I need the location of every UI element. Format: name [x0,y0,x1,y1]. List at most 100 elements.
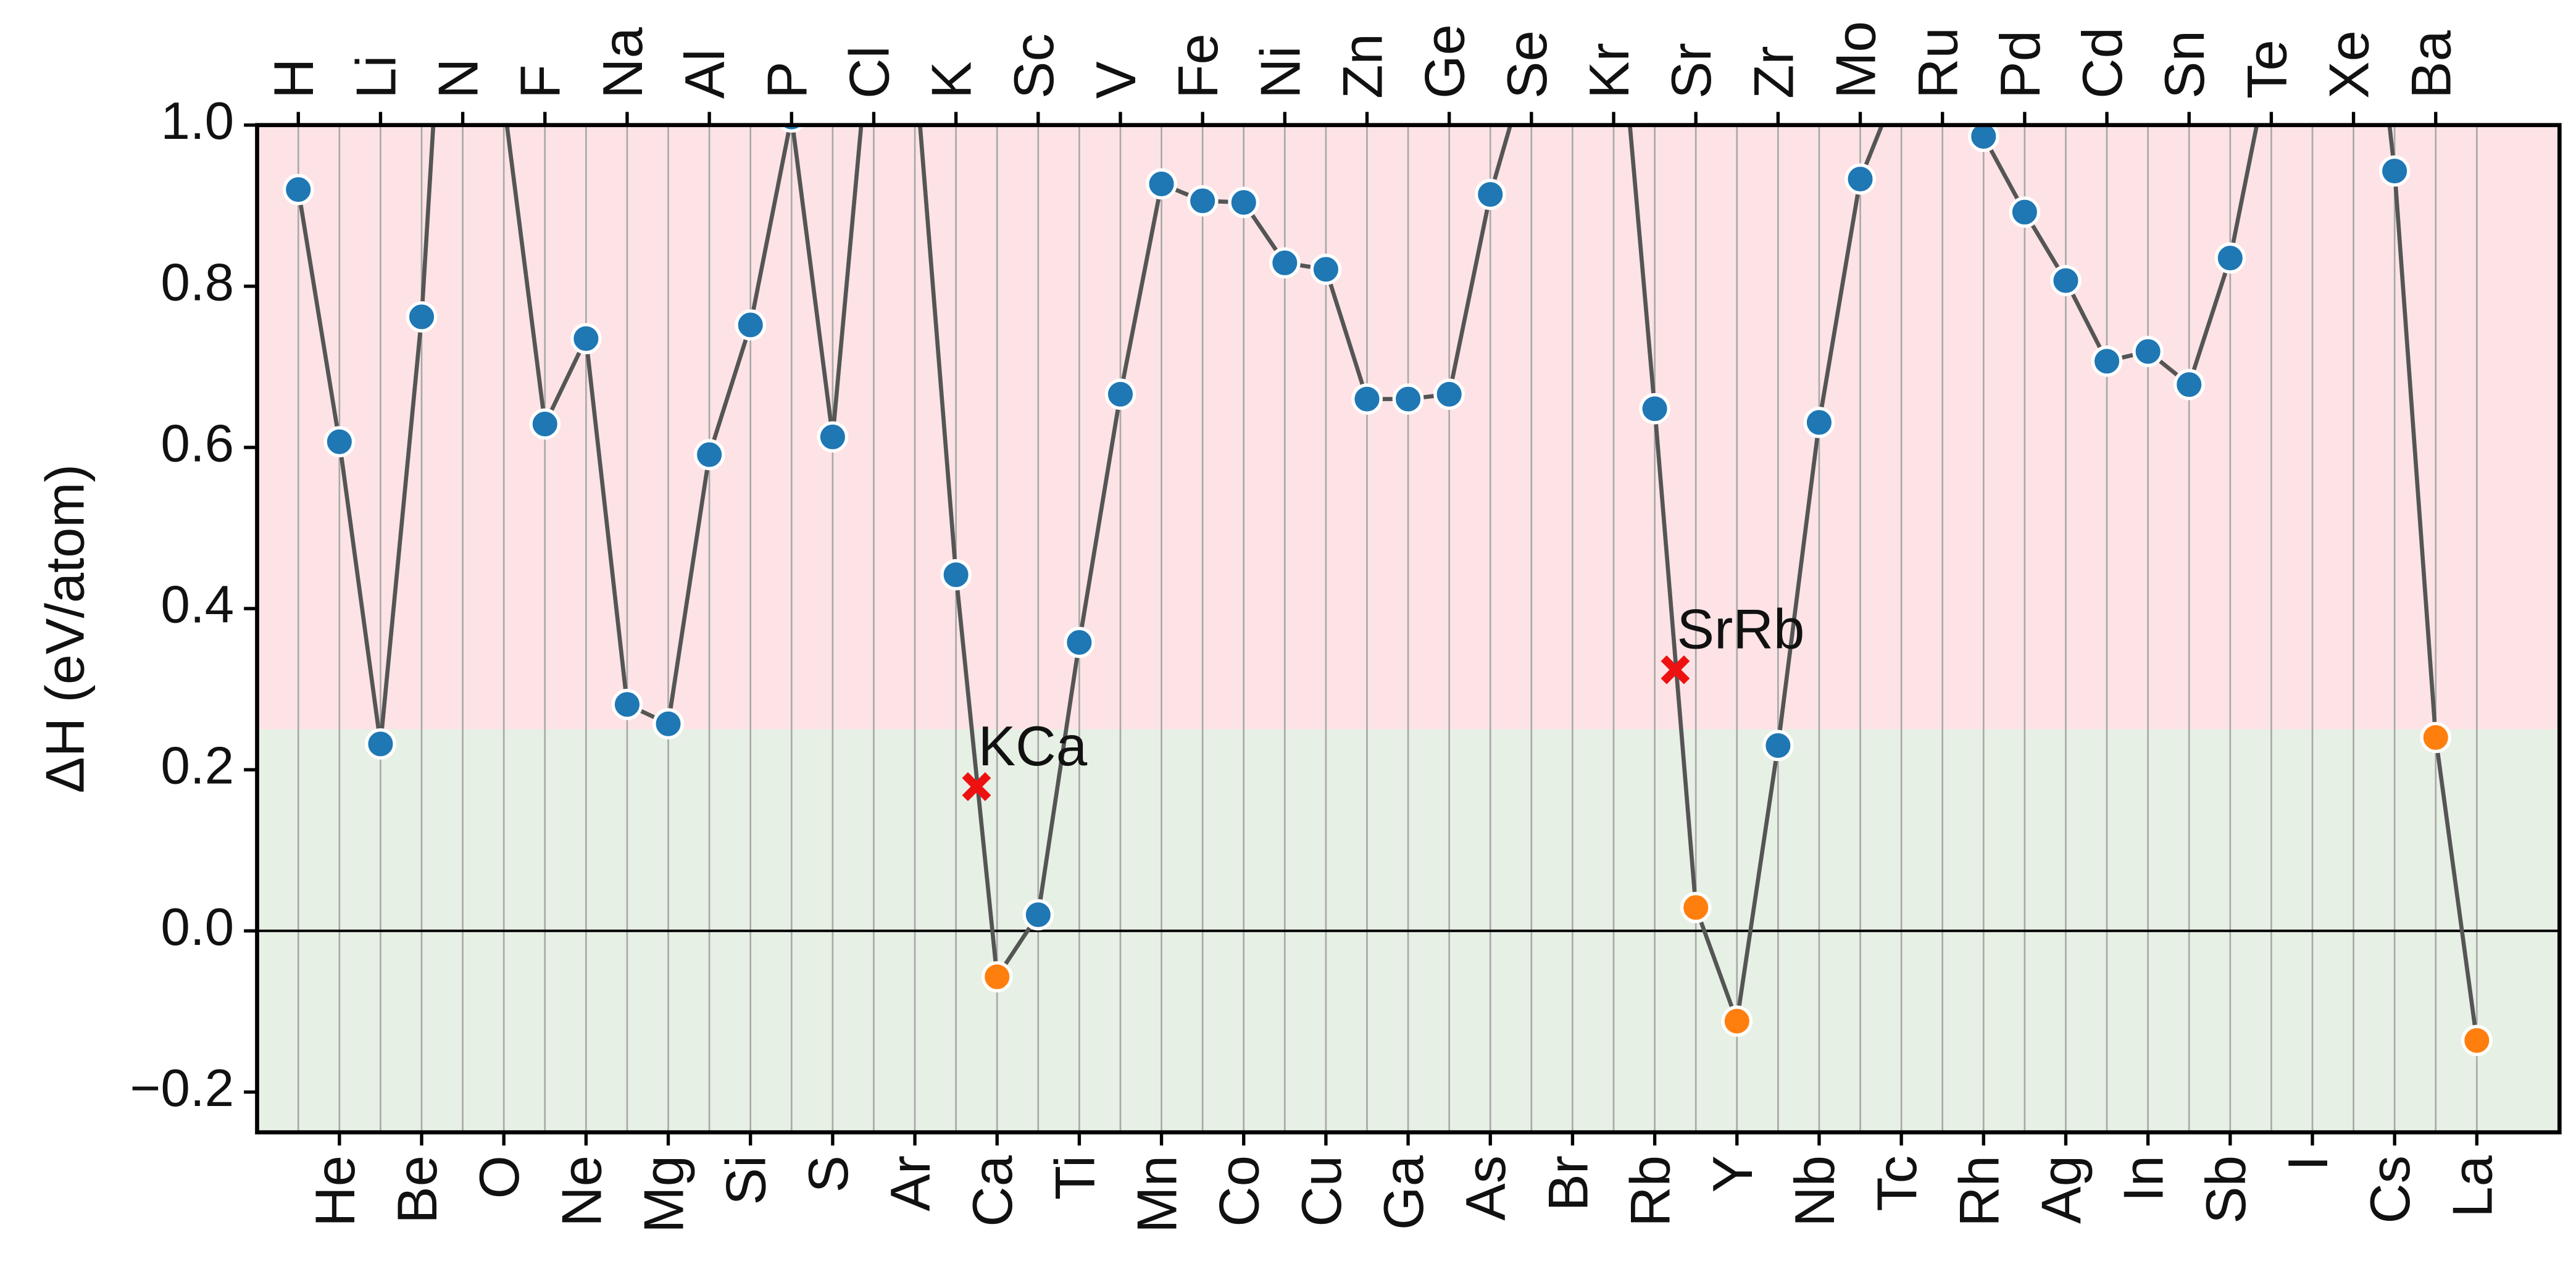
data-point [1228,186,1260,218]
x-tick-label: Sb [2195,1155,2257,1224]
x-tick-label: Ag [2030,1155,2093,1224]
y-tick-label: 0.8 [160,253,234,312]
x-tick-label: Sn [2154,30,2216,99]
x-tick-label: Mo [1825,21,1887,99]
data-point [1269,247,1301,279]
x-tick-label: O [469,1155,531,1199]
data-point [2009,196,2041,228]
y-tick-label: 1.0 [160,92,234,151]
x-tick-label: Ba [2401,30,2463,99]
x-tick-label: H [263,59,325,99]
data-point [1433,378,1465,410]
y-tick-label: 0.4 [160,576,234,634]
data-point [1844,163,1876,195]
y-tick-label: 0.6 [160,414,234,473]
data-point [570,323,602,354]
data-point [323,426,356,458]
x-tick-label: S [798,1155,860,1192]
x-tick-label: Y [1702,1155,1764,1192]
annotation-label: KCa [978,715,1088,778]
x-tick-label: Cd [2072,27,2134,99]
x-tick-label: Cl [838,46,901,99]
data-point [735,309,767,341]
x-tick-label: Co [1209,1155,1271,1227]
x-tick-label: Zn [1332,33,1394,99]
x-tick-label: Tc [1866,1155,1928,1212]
data-point [1351,383,1383,415]
data-point [1762,730,1794,762]
x-tick-label: Rh [1948,1155,2011,1227]
x-tick-label: Zr [1743,46,1805,99]
data-point [2461,1025,2493,1057]
data-point [1310,254,1342,285]
data-point [282,173,314,206]
x-tick-label: Se [1496,30,1559,99]
x-tick-label: Cs [2359,1155,2422,1224]
data-point [365,728,396,760]
data-point [529,408,561,440]
y-tick-label: −0.2 [130,1059,234,1118]
x-tick-label: Ne [551,1155,613,1227]
x-tick-label: I [2277,1155,2340,1171]
x-tick-label: As [1455,1155,1517,1221]
data-point [1104,378,1136,410]
x-tick-label: In [2113,1155,2175,1202]
x-tick-label: F [510,65,572,99]
x-tick-label: Ni [1249,46,1312,99]
x-tick-label: Be [386,1155,449,1224]
plot-area [257,0,2560,1057]
x-tick-label: Mg [633,1155,695,1233]
x-tick-label: Ge [1414,24,1477,99]
y-tick-label: 0.0 [160,898,234,957]
x-tick-label: Xe [2319,30,2381,99]
annotation-marker [962,772,991,801]
data-point [2420,721,2452,754]
data-point [1186,185,1219,217]
x-tick-label: Fe [1167,33,1230,99]
annotation-label: SrRb [1677,599,1805,661]
x-tick-label: Si [715,1155,778,1205]
data-point [981,961,1013,993]
data-point [611,689,643,720]
data-point [1967,125,1999,152]
x-tick-label: K [921,62,983,99]
x-tick-label: La [2441,1155,2504,1217]
x-tick-label: Ti [1044,1155,1106,1200]
x-tick-label: Nb [1784,1155,1846,1227]
data-point [2378,155,2411,187]
data-point [1721,1005,1753,1037]
annotation-marker [1661,655,1690,684]
x-tick-label: He [304,1155,367,1227]
data-point [860,0,888,2]
data-point [406,301,438,333]
y-axis-label: ΔH (eV/atom) [34,464,95,793]
x-tick-label: Sc [1003,33,1065,99]
y-tick-label: 0.2 [160,737,234,796]
x-tick-label: Sr [1661,43,1723,99]
data-point [1680,892,1712,923]
x-tick-label: Li [345,55,407,99]
x-tick-label: Mn [1126,1155,1188,1233]
data-point [2132,336,2164,367]
data-point [2173,368,2205,401]
x-tick-label: Kr [1578,43,1641,99]
x-tick-label: N [428,59,490,99]
x-tick-label: Ca [962,1155,1024,1226]
x-tick-label: Rb [1620,1155,1682,1227]
data-point [1146,168,1177,200]
x-tick-label: Al [674,49,736,99]
x-tick-label: Pd [1990,30,2052,99]
x-tick-label: Ar [880,1155,942,1212]
x-tick-label: Ga [1373,1155,1435,1229]
data-point [1803,407,1835,438]
data-point [1022,899,1054,931]
data-point [1392,383,1424,415]
data-point [940,559,972,591]
data-point [2091,345,2123,377]
data-point [2214,242,2246,274]
grid [297,125,2478,1133]
data-point [817,421,849,453]
x-tick-label: Na [592,27,654,99]
